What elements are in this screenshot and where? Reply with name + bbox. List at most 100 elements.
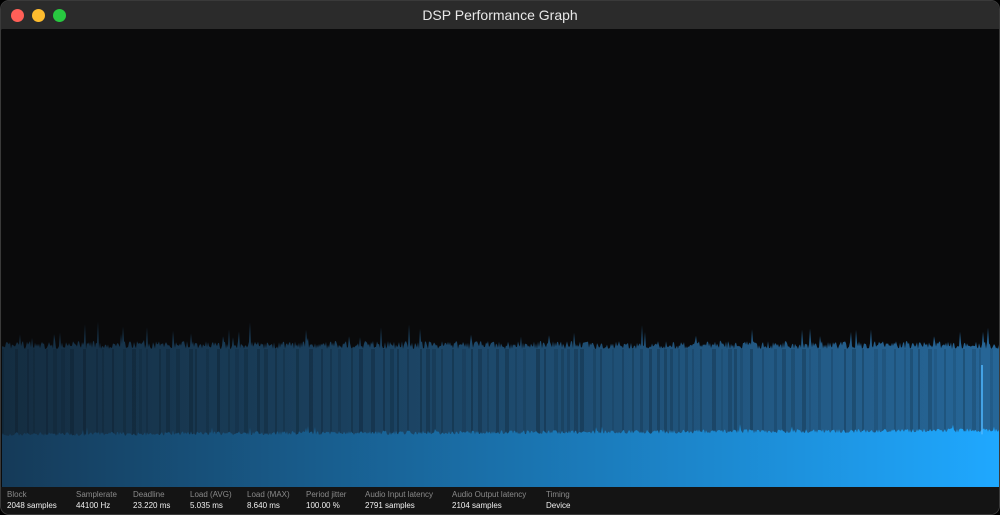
max-load-stripe (139, 349, 142, 439)
stat-samplerate-value: 44100 Hz (76, 501, 111, 510)
max-load-stripe (330, 349, 332, 439)
max-load-stripe (264, 349, 268, 439)
max-load-stripe (397, 349, 399, 439)
max-load-stripe (390, 349, 394, 439)
max-load-stripe (904, 349, 906, 439)
max-load-stripe (159, 349, 161, 439)
stat-deadline-value: 23.220 ms (133, 501, 171, 510)
max-load-stripe (70, 349, 74, 439)
minimize-window-button[interactable] (32, 9, 45, 22)
stat-load-max-value: 8.640 ms (247, 501, 280, 510)
stat-period-jitter-label: Period jitter (306, 490, 347, 499)
max-load-stripe (979, 349, 981, 439)
max-load-stripe (102, 349, 104, 439)
max-load-stripe (217, 349, 220, 439)
max-load-stripe (206, 349, 209, 439)
max-load-stripe (990, 349, 993, 439)
max-load-stripe (844, 349, 846, 439)
stat-timing-value: Device (546, 501, 571, 510)
max-load-stripe (561, 349, 564, 439)
max-load-stripe (972, 349, 976, 439)
max-load-stripe (462, 349, 466, 439)
max-load-stripe (146, 349, 148, 439)
max-load-stripe (189, 349, 193, 439)
max-load-stripe (574, 349, 578, 439)
max-load-stripe (963, 349, 965, 439)
max-load-stripe (791, 349, 795, 439)
stat-load-avg: Load (AVG) 5.035 ms (190, 490, 232, 512)
max-load-stripe (649, 349, 652, 439)
max-load-stripe (244, 349, 248, 439)
title-bar[interactable]: DSP Performance Graph (1, 1, 999, 30)
max-load-stripe (505, 349, 509, 439)
max-load-stripe (910, 349, 913, 439)
max-load-stripe (426, 349, 430, 439)
max-load-stripe (383, 349, 385, 439)
maximize-window-button[interactable] (53, 9, 66, 22)
stat-load-avg-value: 5.035 ms (190, 501, 223, 510)
close-window-button[interactable] (11, 9, 24, 22)
max-load-stripe (228, 349, 230, 439)
max-load-stripe (831, 349, 833, 439)
max-load-stripe (934, 349, 937, 439)
max-load-stripe (567, 349, 570, 439)
max-load-stripe (953, 349, 956, 439)
max-load-stripe (296, 349, 299, 439)
max-load-stripe (166, 349, 170, 439)
stat-period-jitter: Period jitter 100.00 % (306, 490, 346, 512)
stat-deadline: Deadline 23.220 ms (133, 490, 170, 512)
max-load-stripe (83, 349, 86, 439)
max-load-stripe (622, 349, 624, 439)
stat-audio-output-latency-label: Audio Output latency (452, 490, 527, 499)
max-load-stripe (944, 349, 946, 439)
stat-audio-input-latency-value: 2791 samples (365, 501, 415, 510)
max-load-stripe (61, 349, 65, 439)
max-load-stripe (809, 349, 811, 439)
stats-footer: Block 2048 samples Samplerate 44100 Hz D… (1, 487, 999, 514)
max-load-stripe (338, 349, 341, 439)
stat-samplerate-label: Samplerate (76, 490, 117, 499)
max-load-stripe (46, 349, 48, 439)
max-load-stripe (371, 349, 375, 439)
max-load-stripe (734, 349, 737, 439)
avg-load-area (2, 424, 999, 487)
max-load-stripe (740, 349, 743, 439)
stat-block-label: Block (7, 490, 27, 499)
max-load-stripe (487, 349, 489, 439)
stat-load-max: Load (MAX) 8.640 ms (247, 490, 290, 512)
max-load-stripe (928, 349, 932, 439)
max-load-stripe (441, 349, 443, 439)
max-load-stripe (452, 349, 454, 439)
max-load-stripe (818, 349, 821, 439)
max-load-stripe (132, 349, 136, 439)
max-load-stripe (685, 349, 688, 439)
max-load-stripe (862, 349, 864, 439)
stat-audio-input-latency: Audio Input latency 2791 samples (365, 490, 433, 512)
stat-timing-label: Timing (546, 490, 570, 499)
stat-audio-output-latency-value: 2104 samples (452, 501, 502, 510)
max-load-stripe (593, 349, 596, 439)
max-load-stripe (235, 349, 239, 439)
stat-load-avg-label: Load (AVG) (190, 490, 232, 499)
max-load-stripe (96, 349, 98, 439)
max-load-stripe (632, 349, 634, 439)
max-load-stripe (852, 349, 856, 439)
max-load-stripe (600, 349, 602, 439)
max-load-stripe (523, 349, 526, 439)
max-load-stripe (554, 349, 558, 439)
stat-deadline-label: Deadline (133, 490, 165, 499)
max-load-stripe (2, 349, 4, 439)
stat-block-value: 2048 samples (7, 501, 57, 510)
max-load-stripe (359, 349, 363, 439)
max-load-stripe (112, 349, 114, 439)
stat-audio-input-latency-label: Audio Input latency (365, 490, 434, 499)
max-load-stripe (670, 349, 673, 439)
max-load-stripe (874, 349, 878, 439)
max-load-stripe (432, 349, 436, 439)
stat-audio-output-latency: Audio Output latency 2104 samples (452, 490, 526, 512)
max-load-stripe (712, 349, 716, 439)
max-load-stripe (176, 349, 180, 439)
stat-block: Block 2048 samples (7, 490, 57, 512)
max-load-stripe (351, 349, 353, 439)
max-load-stripe (657, 349, 660, 439)
